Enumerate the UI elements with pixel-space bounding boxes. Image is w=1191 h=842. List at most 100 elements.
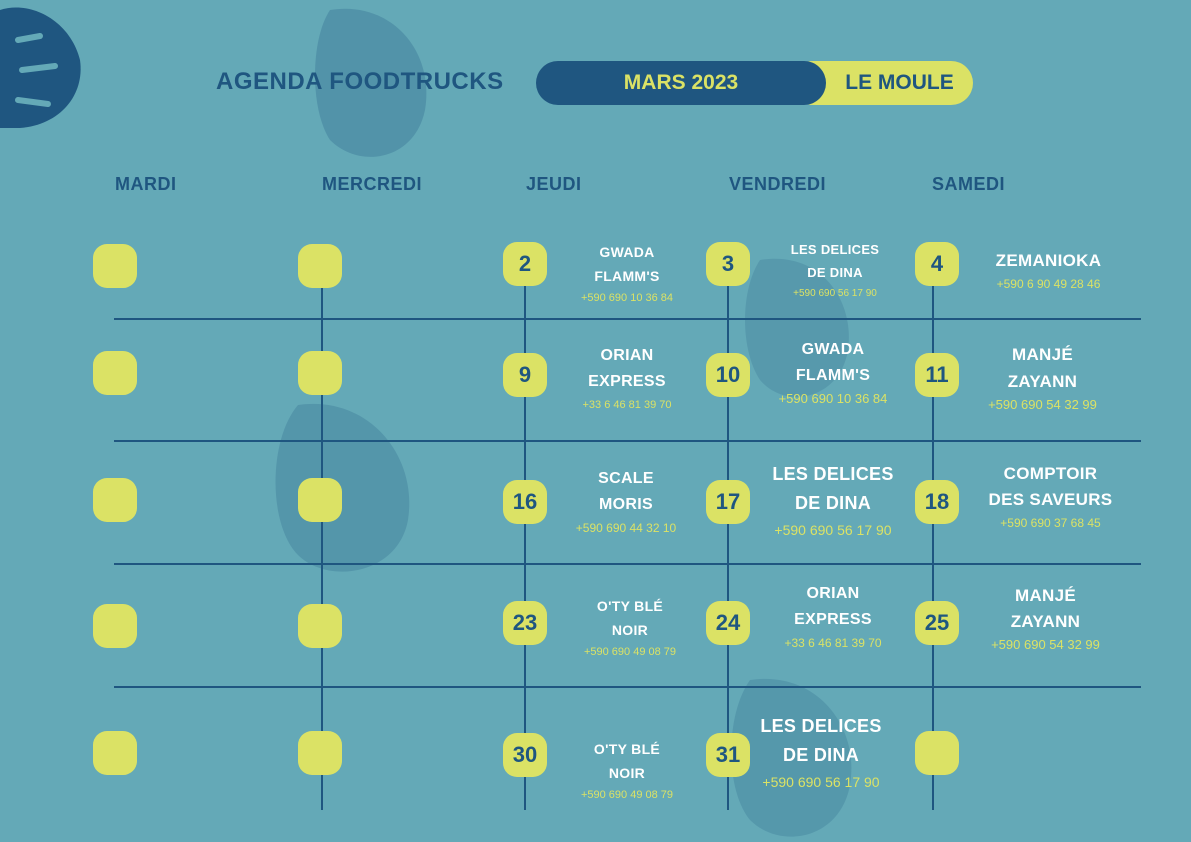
- date-circle: 18: [915, 480, 959, 524]
- foodtruck-name: O'TY BLÉ: [593, 741, 661, 757]
- foodtruck-entry: LES DELICES DE DINA +590 690 56 17 90: [740, 712, 902, 793]
- date-circle: 24: [706, 601, 750, 645]
- foodtruck-name: COMPTOIR: [1003, 464, 1098, 483]
- week-divider: [114, 440, 1141, 442]
- foodtruck-name: ORIAN: [806, 585, 860, 602]
- foodtruck-name: LES DELICES: [790, 242, 880, 257]
- foodtruck-entry: GWADA FLAMM'S +590 690 10 36 84: [548, 240, 706, 307]
- foodtruck-phone: +33 6 46 81 39 70: [582, 399, 672, 411]
- foodtruck-entry: LES DELICES DE DINA +590 690 56 17 90: [752, 460, 914, 541]
- empty-date-circle: [298, 478, 342, 522]
- foodtruck-name: MORIS: [599, 496, 653, 513]
- column-line-vendredi: [727, 266, 729, 810]
- foodtruck-name: ZEMANIOKA: [995, 251, 1102, 270]
- empty-date-circle: [93, 244, 137, 288]
- foodtruck-name: ZAYANN: [1010, 612, 1081, 631]
- empty-date-circle: [915, 731, 959, 775]
- foodtruck-phone: +590 690 10 36 84: [580, 292, 674, 304]
- foodtruck-entry: GWADA FLAMM'S +590 690 10 36 84: [752, 337, 914, 408]
- empty-date-circle: [298, 244, 342, 288]
- foodtruck-entry: MANJÉ ZAYANN +590 690 54 32 99: [960, 341, 1125, 414]
- foodtruck-name: DE DINA: [794, 493, 872, 513]
- foodtruck-phone: +590 690 56 17 90: [762, 774, 880, 790]
- day-header-samedi: SAMEDI: [932, 174, 1006, 194]
- foodtruck-phone: +33 6 46 81 39 70: [784, 636, 882, 650]
- foodtruck-phone: +590 690 44 32 10: [575, 521, 677, 535]
- foodtruck-entry: O'TY BLÉ NOIR +590 690 49 08 79: [551, 594, 709, 661]
- week-divider: [114, 318, 1141, 320]
- foodtruck-name: GWADA: [801, 341, 865, 358]
- foodtruck-entry: LES DELICES DE DINA +590 690 56 17 90: [756, 238, 914, 303]
- foodtruck-name: FLAMM'S: [594, 268, 660, 284]
- location-label: LE MOULE: [845, 71, 954, 94]
- day-header-mercredi: MERCREDI: [322, 174, 423, 194]
- foodtruck-name: MANJÉ: [1011, 345, 1073, 364]
- monstera-leaf-icon: [0, 7, 81, 128]
- foodtruck-phone: +590 690 56 17 90: [793, 288, 877, 299]
- foodtruck-name: DE DINA: [807, 265, 863, 280]
- date-circle: 25: [915, 601, 959, 645]
- empty-date-circle: [298, 351, 342, 395]
- empty-date-circle: [93, 351, 137, 395]
- foodtruck-name: FLAMM'S: [795, 367, 871, 384]
- foodtruck-entry: COMPTOIR DES SAVEURS +590 690 37 68 45: [968, 461, 1133, 532]
- foodtruck-name: GWADA: [599, 244, 655, 260]
- foodtruck-entry: ZEMANIOKA +590 6 90 49 28 46: [966, 248, 1131, 293]
- date-circle: 23: [503, 601, 547, 645]
- column-line-samedi: [932, 266, 934, 810]
- foodtruck-name: ORIAN: [600, 347, 654, 364]
- foodtruck-phone: +590 6 90 49 28 46: [996, 277, 1101, 291]
- foodtruck-name: ZAYANN: [1007, 372, 1078, 391]
- foodtruck-name: MANJÉ: [1014, 586, 1076, 605]
- date-circle: 17: [706, 480, 750, 524]
- foodtruck-phone: +590 690 49 08 79: [583, 646, 677, 658]
- day-header-mardi: MARDI: [115, 174, 177, 194]
- week-divider: [114, 686, 1141, 688]
- foodtruck-name: NOIR: [611, 622, 649, 638]
- date-circle: 30: [503, 733, 547, 777]
- date-circle: 10: [706, 353, 750, 397]
- foodtruck-name: EXPRESS: [794, 611, 872, 628]
- date-circle: 2: [503, 242, 547, 286]
- date-circle: 31: [706, 733, 750, 777]
- monstera-leaf-icon: [731, 678, 852, 837]
- date-circle: 3: [706, 242, 750, 286]
- column-line-mercredi: [321, 266, 323, 810]
- foodtruck-name: DES SAVEURS: [988, 490, 1113, 509]
- foodtruck-phone: +590 690 54 32 99: [991, 637, 1100, 652]
- foodtruck-name: SCALE: [598, 470, 654, 487]
- empty-date-circle: [93, 731, 137, 775]
- foodtruck-name: DE DINA: [782, 745, 860, 765]
- column-line-jeudi: [524, 266, 526, 810]
- foodtruck-phone: +590 690 10 36 84: [778, 391, 888, 406]
- foodtruck-name: O'TY BLÉ: [596, 598, 664, 614]
- week-divider: [114, 563, 1141, 565]
- foodtruck-entry: ORIAN EXPRESS +33 6 46 81 39 70: [548, 343, 706, 414]
- month-pill: MARS 2023: [536, 61, 826, 105]
- empty-date-circle: [93, 478, 137, 522]
- date-circle: 9: [503, 353, 547, 397]
- foodtruck-name: LES DELICES: [760, 716, 882, 736]
- monstera-leaf-icon: [745, 258, 849, 397]
- date-circle: 4: [915, 242, 959, 286]
- foodtruck-entry: O'TY BLÉ NOIR +590 690 49 08 79: [548, 737, 706, 804]
- foodtruck-name: EXPRESS: [588, 373, 666, 390]
- foodtruck-phone: +590 690 56 17 90: [774, 522, 892, 538]
- foodtruck-name: NOIR: [608, 765, 646, 781]
- day-header-jeudi: JEUDI: [526, 174, 582, 194]
- monstera-leaf-icon: [315, 8, 427, 157]
- foodtruck-phone: +590 690 54 32 99: [988, 397, 1097, 412]
- date-circle: 16: [503, 480, 547, 524]
- monstera-leaf-icon: [275, 403, 410, 572]
- foodtruck-entry: SCALE MORIS +590 690 44 32 10: [546, 466, 706, 537]
- foodtruck-entry: MANJÉ ZAYANN +590 690 54 32 99: [963, 583, 1128, 654]
- date-circle: 11: [915, 353, 959, 397]
- day-header-vendredi: VENDREDI: [729, 174, 827, 194]
- foodtruck-phone: +590 690 37 68 45: [1000, 516, 1101, 530]
- empty-date-circle: [298, 731, 342, 775]
- empty-date-circle: [93, 604, 137, 648]
- foodtruck-phone: +590 690 49 08 79: [580, 789, 674, 801]
- empty-date-circle: [298, 604, 342, 648]
- foodtruck-entry: ORIAN EXPRESS +33 6 46 81 39 70: [752, 581, 914, 652]
